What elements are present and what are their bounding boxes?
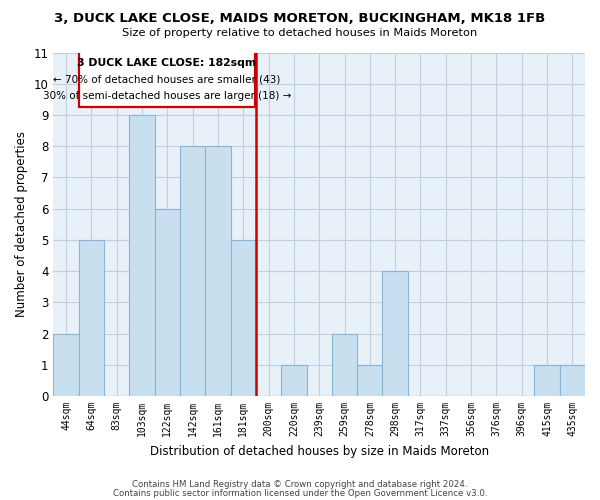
Bar [79, 240, 104, 396]
Bar [205, 146, 230, 396]
Text: Contains HM Land Registry data © Crown copyright and database right 2024.: Contains HM Land Registry data © Crown c… [132, 480, 468, 489]
Bar [382, 271, 408, 396]
Text: 3 DUCK LAKE CLOSE: 182sqm: 3 DUCK LAKE CLOSE: 182sqm [77, 58, 257, 68]
Bar [535, 365, 560, 396]
FancyBboxPatch shape [79, 51, 254, 107]
Bar [130, 115, 155, 396]
Bar [332, 334, 357, 396]
Bar [53, 334, 79, 396]
Text: Size of property relative to detached houses in Maids Moreton: Size of property relative to detached ho… [122, 28, 478, 38]
Bar [281, 365, 307, 396]
X-axis label: Distribution of detached houses by size in Maids Moreton: Distribution of detached houses by size … [149, 444, 489, 458]
Bar [230, 240, 256, 396]
Bar [357, 365, 382, 396]
Text: 30% of semi-detached houses are larger (18) →: 30% of semi-detached houses are larger (… [43, 91, 291, 101]
Y-axis label: Number of detached properties: Number of detached properties [15, 132, 28, 318]
Bar [560, 365, 585, 396]
Text: Contains public sector information licensed under the Open Government Licence v3: Contains public sector information licen… [113, 490, 487, 498]
Bar [155, 208, 180, 396]
Bar [180, 146, 205, 396]
Text: ← 70% of detached houses are smaller (43): ← 70% of detached houses are smaller (43… [53, 74, 281, 84]
Text: 3, DUCK LAKE CLOSE, MAIDS MORETON, BUCKINGHAM, MK18 1FB: 3, DUCK LAKE CLOSE, MAIDS MORETON, BUCKI… [55, 12, 545, 26]
